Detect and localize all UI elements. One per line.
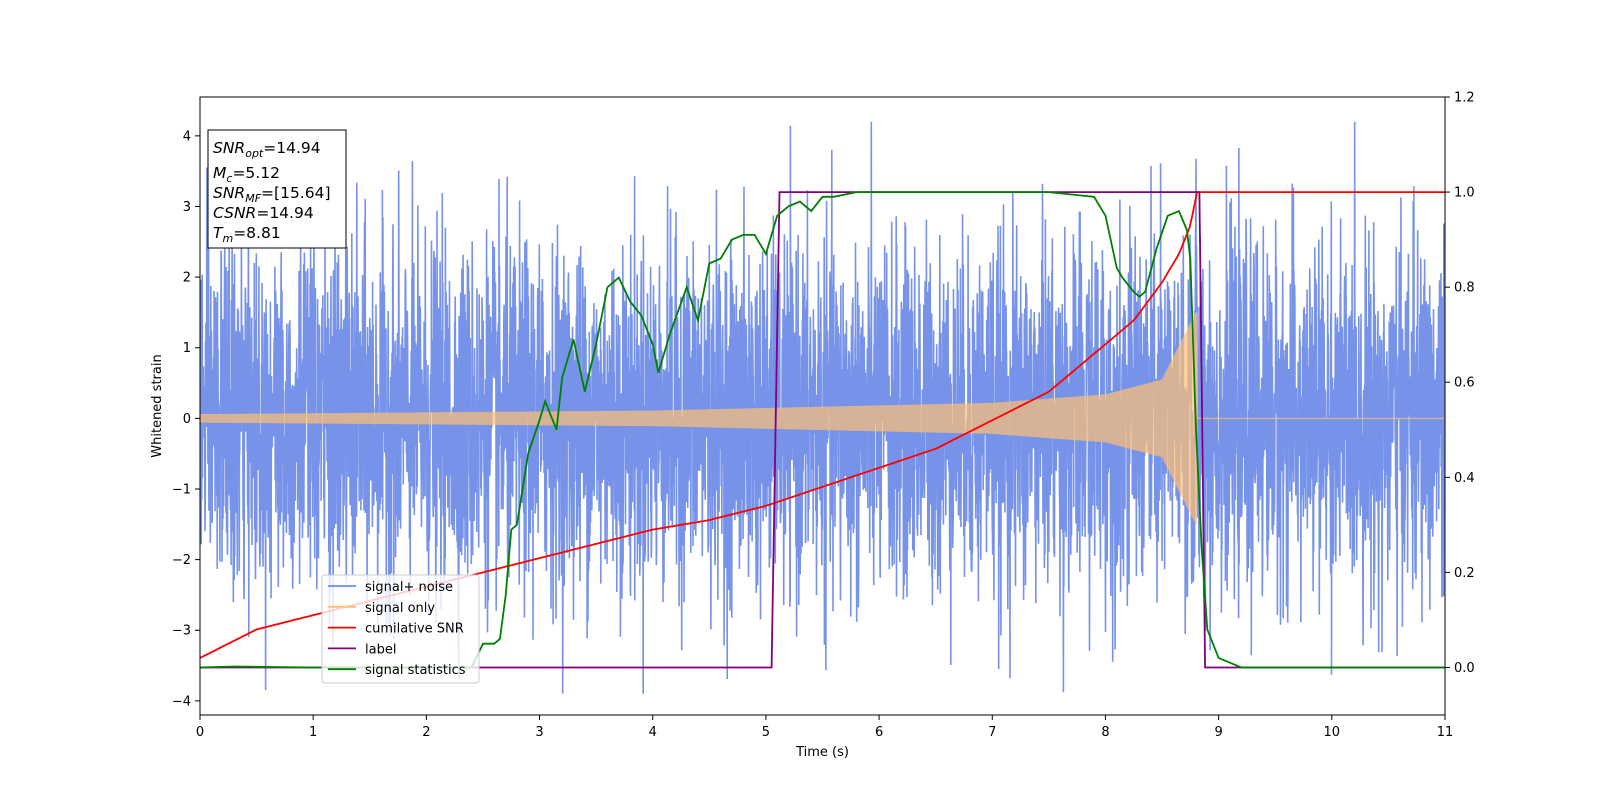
x-tick-label: 0 <box>196 725 204 740</box>
y-tick-label: 3 <box>183 200 191 215</box>
y-tick-label: 2 <box>183 271 191 286</box>
legend-frame <box>321 574 480 684</box>
x-tick-label: 6 <box>875 725 883 740</box>
y-right-tick-label: 0.4 <box>1454 471 1475 486</box>
annotation-box: SNRopt=14.94Mc=5.12SNRMF=[15.64]CSNR=14.… <box>207 129 347 249</box>
x-tick-label: 11 <box>1437 725 1454 740</box>
annotation-value: =14.94 <box>263 139 320 157</box>
y-axis-label: Whitened strain <box>150 354 165 457</box>
annotation-subscript: MF <box>245 192 261 205</box>
y-tick-label: −2 <box>172 553 191 568</box>
legend-label: cumilative SNR <box>365 622 464 637</box>
annotation-symbol: M <box>213 164 226 182</box>
x-axis-label: Time (s) <box>795 745 849 760</box>
annotation-value: =[15.64] <box>261 184 330 202</box>
y-tick-label: 1 <box>183 341 191 356</box>
y-right-tick-label: 1.0 <box>1454 186 1475 201</box>
annotation-frame <box>207 129 347 249</box>
series-signal-only <box>200 312 1445 525</box>
legend-label: signal+ noise <box>365 580 453 595</box>
legend-label: signal only <box>365 601 435 616</box>
legend-label: signal statistics <box>365 663 466 678</box>
annotation-symbol: SNR <box>213 139 245 157</box>
x-tick-label: 7 <box>988 725 996 740</box>
plot-frame <box>199 96 1446 716</box>
y-tick-label: −3 <box>172 624 191 639</box>
annotation-line: Mc=5.12 <box>213 164 280 185</box>
y-tick-label: −1 <box>172 482 191 497</box>
x-tick-label: 2 <box>422 725 430 740</box>
annotation-line: Tm=8.81 <box>213 224 281 245</box>
x-tick-label: 10 <box>1324 725 1341 740</box>
y-right-tick-label: 0.6 <box>1454 376 1475 391</box>
x-tick-label: 1 <box>309 725 317 740</box>
x-tick-label: 3 <box>535 725 543 740</box>
legend-label: label <box>365 642 396 657</box>
y-right-tick-label: 0.2 <box>1454 566 1475 581</box>
y-right-tick-label: 0.8 <box>1454 281 1475 296</box>
annotation-value: =14.94 <box>256 204 313 222</box>
axes: 0 1 2 3 4 5 6 7 8 9 10 11 −4 −3 −2 −1 0 1 2 3 4 0.0 0.2 0.4 0.6 0… <box>150 91 1475 761</box>
series-signal-statistics <box>200 191 1445 669</box>
annotation-line: SNRMF=[15.64] <box>213 184 331 205</box>
annotation-symbol: SNR <box>213 184 245 202</box>
x-tick-label: 8 <box>1101 725 1109 740</box>
y-tick-label: −4 <box>172 694 191 709</box>
annotation-line: CSNR=14.94 <box>213 204 314 222</box>
y-tick-label: 0 <box>183 412 191 427</box>
annotation-subscript: m <box>222 232 233 245</box>
annotation-symbol: T <box>213 224 224 242</box>
x-tick-label: 4 <box>649 725 657 740</box>
annotation-subscript: opt <box>245 147 264 160</box>
y-right-tick-label: 0.0 <box>1454 661 1475 676</box>
legend: signal+ noise signal only cumilative SNR la… <box>321 574 480 684</box>
series-signal-noise <box>200 121 1445 694</box>
annotation-symbol: CSNR <box>213 204 256 222</box>
annotation-value: =8.81 <box>233 224 281 242</box>
y-tick-label: 4 <box>183 129 191 144</box>
x-tick-label: 9 <box>1214 725 1222 740</box>
y-right-tick-label: 1.2 <box>1454 91 1475 106</box>
annotation-subscript: c <box>226 172 232 185</box>
annotation-value: =5.12 <box>232 164 280 182</box>
annotation-line: SNRopt=14.94 <box>213 139 321 160</box>
x-tick-label: 5 <box>762 725 770 740</box>
